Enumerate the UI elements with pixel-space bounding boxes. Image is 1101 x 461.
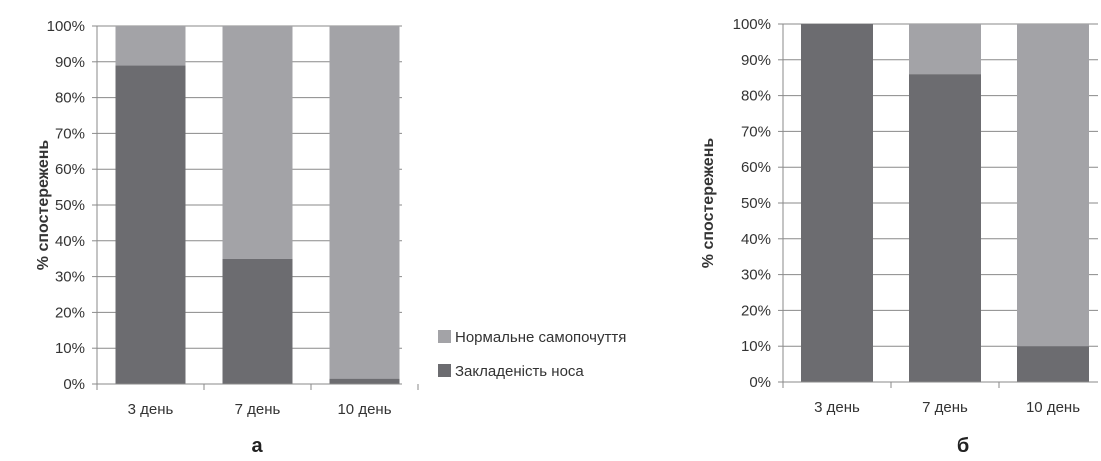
x-category-label: 3 день xyxy=(128,401,174,418)
x-category-label: 7 день xyxy=(922,399,968,416)
y-tick-label: 80% xyxy=(55,90,85,107)
y-tick-label: 30% xyxy=(55,269,85,286)
y-tick-label: 20% xyxy=(741,302,771,319)
bar-segment xyxy=(222,258,293,384)
bar-segment xyxy=(1017,346,1089,382)
legend: Нормальне самопочуття Закладеність носа xyxy=(438,329,626,380)
y-tick-label: 80% xyxy=(741,88,771,105)
panel-letter: б xyxy=(957,435,969,457)
y-tick-label: 60% xyxy=(741,159,771,176)
y-axis-title: % спостережень xyxy=(35,140,52,271)
y-tick-label: 50% xyxy=(55,197,85,214)
x-category-label: 10 день xyxy=(1026,399,1080,416)
y-tick-label: 30% xyxy=(741,267,771,284)
y-tick-label: 70% xyxy=(55,125,85,142)
bar-segment xyxy=(115,26,186,66)
bar-segment xyxy=(222,26,293,259)
y-tick-label: 10% xyxy=(55,340,85,357)
bar-segment xyxy=(1017,24,1089,347)
y-tick-label: 40% xyxy=(55,233,85,250)
y-tick-label: 40% xyxy=(741,231,771,248)
y-tick-label: 0% xyxy=(749,374,771,391)
legend-label-normal: Нормальне самопочуття xyxy=(455,329,626,346)
y-tick-label: 100% xyxy=(47,18,85,35)
x-category-label: 3 день xyxy=(814,399,860,416)
y-tick-label: 90% xyxy=(741,52,771,69)
y-tick-label: 60% xyxy=(55,161,85,178)
x-category-label: 10 день xyxy=(337,401,391,418)
y-tick-label: 70% xyxy=(741,123,771,140)
x-category-label: 7 день xyxy=(235,401,281,418)
y-tick-label: 90% xyxy=(55,54,85,71)
bar-segment xyxy=(329,378,400,384)
panel-letter: а xyxy=(251,435,263,457)
legend-swatch-congestion xyxy=(438,364,451,377)
bar-segment xyxy=(115,65,186,384)
y-tick-label: 10% xyxy=(741,338,771,355)
legend-swatch-normal xyxy=(438,330,451,343)
chart-panel-b: 0% 10% 20% 30% 40% 50% 60% 70% 80% 90% 100% 3 день 7… xyxy=(700,16,1098,457)
y-axis-title: % спостережень xyxy=(700,138,717,269)
y-tick-label: 20% xyxy=(55,304,85,321)
bar-segment xyxy=(909,74,981,383)
y-tick-label: 100% xyxy=(733,16,771,33)
y-tick-label: 50% xyxy=(741,195,771,212)
bar-segment xyxy=(909,24,981,75)
bar-segment xyxy=(801,24,873,382)
chart-panel-a: 0% 10% 20% 30% 40% 50% 60% 70% 80% 90% 100% 3 день 7… xyxy=(35,18,419,457)
y-tick-label: 0% xyxy=(63,376,85,393)
bar-segment xyxy=(329,26,400,379)
legend-label-congestion: Закладеність носа xyxy=(455,363,584,380)
